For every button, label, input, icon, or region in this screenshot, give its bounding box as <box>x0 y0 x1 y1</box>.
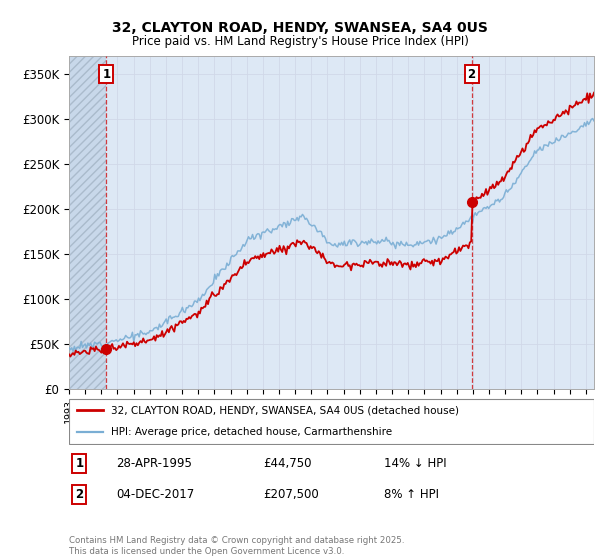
Text: Contains HM Land Registry data © Crown copyright and database right 2025.
This d: Contains HM Land Registry data © Crown c… <box>69 536 404 556</box>
Text: 1: 1 <box>76 456 83 470</box>
Text: 8% ↑ HPI: 8% ↑ HPI <box>384 488 439 501</box>
Text: £207,500: £207,500 <box>263 488 319 501</box>
Text: 2: 2 <box>76 488 83 501</box>
Text: HPI: Average price, detached house, Carmarthenshire: HPI: Average price, detached house, Carm… <box>111 427 392 437</box>
Text: £44,750: £44,750 <box>263 456 312 470</box>
Text: 14% ↓ HPI: 14% ↓ HPI <box>384 456 446 470</box>
Text: 04-DEC-2017: 04-DEC-2017 <box>116 488 194 501</box>
Text: 32, CLAYTON ROAD, HENDY, SWANSEA, SA4 0US (detached house): 32, CLAYTON ROAD, HENDY, SWANSEA, SA4 0U… <box>111 405 459 416</box>
Text: 32, CLAYTON ROAD, HENDY, SWANSEA, SA4 0US: 32, CLAYTON ROAD, HENDY, SWANSEA, SA4 0U… <box>112 21 488 35</box>
Text: Price paid vs. HM Land Registry's House Price Index (HPI): Price paid vs. HM Land Registry's House … <box>131 35 469 48</box>
Bar <box>69 56 106 389</box>
Text: 1: 1 <box>103 68 110 81</box>
Text: 2: 2 <box>467 68 476 81</box>
Text: 28-APR-1995: 28-APR-1995 <box>116 456 192 470</box>
